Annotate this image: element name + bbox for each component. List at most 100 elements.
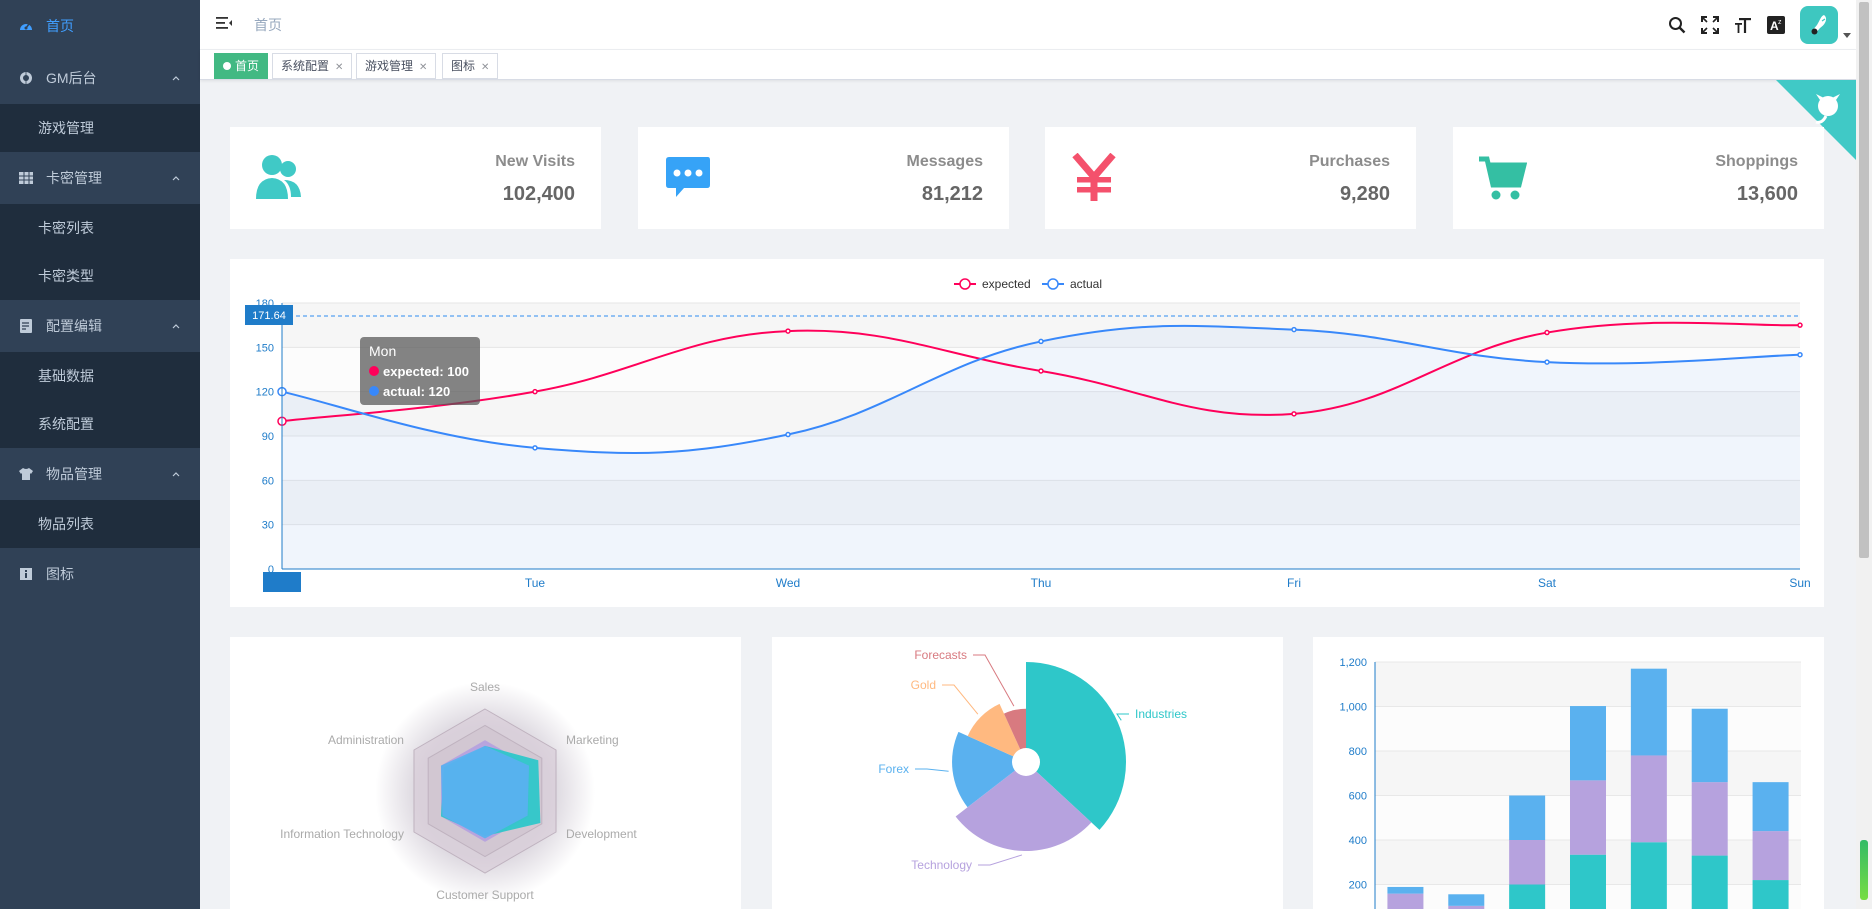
hamburger-icon[interactable] bbox=[216, 16, 232, 30]
tag-system-config[interactable]: 系统配置 ✕ bbox=[272, 53, 353, 79]
message-icon bbox=[666, 157, 710, 197]
pie-chart-card: Industries Technology Forex Gold Forecasts bbox=[772, 637, 1283, 909]
menu-item-dashboard[interactable]: 首页 bbox=[0, 0, 200, 52]
breadcrumb[interactable]: 首页 bbox=[254, 17, 282, 33]
y-tick-label: 400 bbox=[1349, 835, 1367, 847]
info-icon bbox=[18, 566, 34, 582]
scroll-indicator bbox=[1860, 840, 1868, 900]
sub-item-game-manage[interactable]: 游戏管理 bbox=[0, 104, 200, 152]
pie-slice-label: Industries bbox=[1135, 707, 1187, 721]
panel-label: Shoppings bbox=[1715, 153, 1798, 170]
sub-item-card-type[interactable]: 卡密类型 bbox=[0, 252, 200, 300]
bar-segment bbox=[1630, 755, 1667, 843]
panel-new-visits[interactable]: New Visits 102,400 bbox=[230, 127, 601, 229]
vertical-scrollbar[interactable] bbox=[1856, 0, 1872, 909]
bar-segment bbox=[1387, 893, 1424, 909]
actual-point bbox=[1544, 359, 1550, 365]
radar-indicator-label: Marketing bbox=[566, 733, 619, 747]
legend-label: actual bbox=[1070, 277, 1102, 291]
actual-point bbox=[1797, 351, 1803, 358]
tag-home[interactable]: 首页 bbox=[214, 53, 269, 79]
svg-text:z: z bbox=[1778, 19, 1782, 26]
legend-actual[interactable]: actual bbox=[1042, 277, 1102, 291]
scrollbar-thumb[interactable] bbox=[1859, 2, 1869, 558]
menu-item-icons[interactable]: 图标 bbox=[0, 548, 200, 600]
actual-point bbox=[785, 431, 791, 438]
panel-value: 102,400 bbox=[502, 183, 575, 205]
radar-indicator-label: Sales bbox=[470, 680, 500, 694]
expected-point bbox=[532, 388, 538, 395]
pie-slice-label: Forex bbox=[878, 762, 909, 776]
menu-label: 卡密管理 bbox=[46, 170, 102, 186]
y-tick-label: 800 bbox=[1349, 746, 1367, 758]
chevron-up-icon bbox=[172, 472, 180, 477]
legend-expected[interactable]: expected bbox=[954, 277, 1031, 291]
peoples-icon bbox=[256, 155, 301, 199]
y-tick-label: 0 bbox=[268, 564, 274, 576]
tooltip-actual: actual: 120 bbox=[383, 384, 450, 399]
radar-chart[interactable]: Sales Marketing Development Customer Suppor… bbox=[230, 637, 741, 909]
bar-segment bbox=[1448, 905, 1485, 909]
y-tick-label: 60 bbox=[262, 475, 274, 487]
github-corner-icon[interactable] bbox=[1776, 80, 1856, 160]
radar-indicator-label: Customer Support bbox=[436, 888, 534, 902]
sub-item-base-data[interactable]: 基础数据 bbox=[0, 352, 200, 400]
font-size-icon[interactable] bbox=[1726, 0, 1759, 50]
y-tick-label: 600 bbox=[1349, 791, 1367, 803]
fullscreen-icon[interactable] bbox=[1693, 0, 1726, 50]
menu-item-gm[interactable]: GM后台 bbox=[0, 52, 200, 104]
panel-value: 9,280 bbox=[1339, 183, 1390, 205]
sub-item-system-config[interactable]: 系统配置 bbox=[0, 400, 200, 448]
panel-purchases[interactable]: Purchases 9,280 bbox=[1045, 127, 1416, 229]
pie-slice bbox=[952, 731, 1026, 808]
gear-icon bbox=[18, 70, 34, 86]
panel-shoppings[interactable]: Shoppings 13,600 bbox=[1453, 127, 1824, 229]
bar-segment bbox=[1691, 708, 1728, 783]
radar-chart-card: Sales Marketing Development Customer Suppor… bbox=[230, 637, 741, 909]
pie-slice bbox=[1003, 708, 1026, 762]
tag-icons[interactable]: 图标 ✕ bbox=[442, 53, 499, 79]
x-tick-label: Sun bbox=[1789, 576, 1810, 590]
tag-game-manage[interactable]: 游戏管理 ✕ bbox=[356, 53, 437, 79]
table-icon bbox=[18, 170, 34, 186]
radar-series-area bbox=[440, 745, 530, 839]
menu-item-card-manage[interactable]: 卡密管理 bbox=[0, 152, 200, 204]
bar-segment bbox=[1570, 854, 1606, 909]
panel-label: Purchases bbox=[1309, 153, 1390, 170]
avatar[interactable] bbox=[1800, 6, 1838, 44]
grid-band bbox=[282, 391, 1800, 436]
panel-label: New Visits bbox=[495, 153, 575, 170]
menu-item-config-edit[interactable]: 配置编辑 bbox=[0, 300, 200, 352]
sub-item-card-list[interactable]: 卡密列表 bbox=[0, 204, 200, 252]
shopping-icon bbox=[1479, 156, 1527, 200]
bar-segment bbox=[1691, 855, 1728, 909]
sub-item-item-list[interactable]: 物品列表 bbox=[0, 500, 200, 548]
menu-item-item-manage[interactable]: 物品管理 bbox=[0, 448, 200, 500]
axis-pointer: 171.64 bbox=[245, 305, 1800, 592]
expected-point bbox=[1291, 411, 1297, 417]
line-chart[interactable]: 0306090120150180MonTueWedThuFriSatSun ex… bbox=[230, 259, 1824, 607]
pie-slice-label: Technology bbox=[911, 858, 972, 872]
close-icon[interactable]: ✕ bbox=[335, 62, 344, 73]
bar-segment bbox=[1509, 840, 1546, 885]
bar-segment bbox=[1570, 780, 1606, 855]
x-tick-label: Sat bbox=[1538, 576, 1557, 590]
caret-down-icon[interactable] bbox=[1838, 0, 1856, 50]
tooltip: Mon expected: 100 actual: 120 bbox=[360, 337, 480, 405]
grid-band bbox=[282, 436, 1800, 481]
bar-segment bbox=[1509, 884, 1546, 909]
y-tick-label: 200 bbox=[1349, 880, 1367, 892]
panel-value: 81,212 bbox=[921, 183, 983, 205]
close-icon[interactable]: ✕ bbox=[481, 62, 490, 73]
search-icon[interactable] bbox=[1660, 0, 1693, 50]
close-icon[interactable]: ✕ bbox=[419, 62, 428, 73]
pie-label-line bbox=[978, 854, 1023, 866]
tag-label: 系统配置 bbox=[281, 59, 330, 73]
bar-segment bbox=[1691, 782, 1728, 856]
pie-chart[interactable]: Industries Technology Forex Gold Forecasts bbox=[772, 637, 1283, 909]
y-tick-label: 1,000 bbox=[1339, 702, 1367, 714]
panel-messages[interactable]: Messages 81,212 bbox=[638, 127, 1009, 229]
radar-indicator-label: Development bbox=[566, 827, 637, 841]
